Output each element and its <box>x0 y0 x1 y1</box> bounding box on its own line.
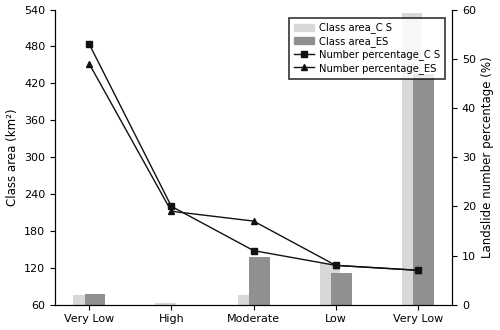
Bar <box>249 257 270 330</box>
Legend: Class area_C S, Class area_ES, Number percentage_C S, Number percentage_ES: Class area_C S, Class area_ES, Number pe… <box>289 17 445 79</box>
Y-axis label: Landslide number percentage (%): Landslide number percentage (%) <box>482 56 494 258</box>
Bar <box>402 13 422 330</box>
Y-axis label: Class area (km²): Class area (km²) <box>6 108 18 206</box>
Bar <box>320 263 340 330</box>
Bar <box>156 304 176 330</box>
Bar <box>167 305 188 330</box>
Bar <box>73 295 94 330</box>
Bar <box>238 295 258 330</box>
Bar <box>84 294 105 330</box>
Bar <box>331 273 352 330</box>
Bar <box>414 74 434 330</box>
